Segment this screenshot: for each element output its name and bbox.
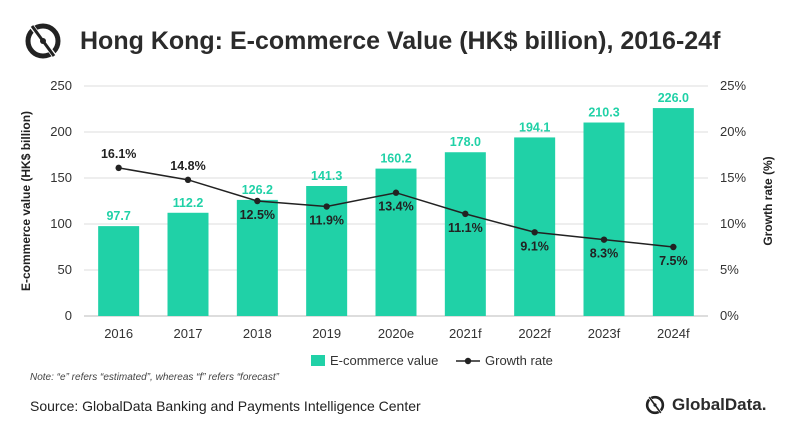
- bar: [514, 137, 556, 316]
- legend-swatch-point: [464, 357, 472, 365]
- bar-value-label: 126.2: [242, 183, 273, 197]
- x-tick-label: 2020e: [378, 326, 414, 341]
- bar-value-label: 141.3: [311, 169, 342, 183]
- y2-tick-label: 25%: [720, 78, 746, 93]
- growth-value-label: 8.3%: [590, 247, 619, 261]
- y2-tick-label: 10%: [720, 216, 746, 231]
- y2-tick-label: 5%: [720, 262, 739, 277]
- growth-point: [115, 164, 122, 172]
- x-tick-label: 2017: [174, 326, 203, 341]
- y-tick-label: 250: [50, 78, 72, 93]
- growth-point: [323, 203, 330, 210]
- chart: 0 50 100 150 200 250 0% 5% 10% 15% 20% 25% E-commerc…: [19, 78, 775, 368]
- y-tick-label: 50: [58, 262, 72, 277]
- x-tick-label: 2024f: [657, 326, 690, 341]
- x-tick-label: 2023f: [588, 326, 621, 341]
- growth-point: [392, 189, 400, 196]
- bar-value-label: 160.2: [380, 152, 411, 166]
- x-tick-label: 2018: [243, 326, 272, 341]
- chart-title: Hong Kong: E-commerce Value (HK$ billion…: [80, 27, 721, 55]
- growth-value-label: 11.1%: [448, 221, 483, 235]
- y2-tick-label: 0%: [720, 308, 739, 323]
- y-tick-label: 0: [65, 308, 72, 323]
- y2-tick-label: 20%: [720, 124, 746, 139]
- growth-point: [670, 243, 677, 251]
- bar-value-label: 178.0: [450, 135, 481, 149]
- bar: [444, 152, 486, 316]
- growth-value-label: 11.9%: [309, 214, 344, 228]
- globaldata-mark-icon: [645, 395, 665, 415]
- growth-value-label: 9.1%: [520, 239, 549, 253]
- bar: [583, 122, 625, 316]
- bar: [652, 108, 694, 316]
- y2-axis-title: Growth rate (%): [761, 156, 775, 245]
- y-axis-title: E-commerce value (HK$ billion): [19, 111, 33, 291]
- bar: [167, 212, 209, 316]
- growth-value-label: 12.5%: [240, 208, 275, 222]
- x-tick-label: 2021f: [449, 326, 482, 341]
- source-text: Source: GlobalData Banking and Payments …: [30, 398, 421, 414]
- growth-value-label: 14.8%: [170, 159, 205, 173]
- brand: GlobalData.: [644, 394, 766, 416]
- growth-value-label: 13.4%: [378, 200, 413, 214]
- y-tick-label: 150: [50, 170, 72, 185]
- growth-point: [184, 176, 192, 184]
- y-tick-label: 100: [50, 216, 72, 231]
- y-tick-label: 200: [50, 124, 72, 139]
- bar: [98, 226, 140, 316]
- growth-value-label: 16.1%: [101, 147, 136, 161]
- globaldata-logo-icon: [25, 22, 61, 60]
- footnote: Note: “e” refers “estimated”, whereas “f…: [30, 372, 279, 383]
- bar-value-label: 226.0: [658, 91, 689, 105]
- growth-point: [254, 197, 261, 205]
- x-tick-label: 2022f: [518, 326, 551, 341]
- growth-point: [531, 229, 538, 236]
- legend-label-line: Growth rate: [485, 353, 553, 368]
- brand-name: GlobalData.: [672, 395, 767, 414]
- bar: [236, 199, 278, 316]
- y2-tick-label: 15%: [720, 170, 746, 185]
- growth-point: [600, 236, 608, 243]
- growth-value-label: 7.5%: [659, 254, 688, 268]
- bar-value-label: 210.3: [588, 106, 619, 120]
- legend-label-bar: E-commerce value: [330, 353, 438, 368]
- bar-value-label: 112.2: [173, 196, 204, 210]
- x-tick-label: 2019: [312, 326, 341, 341]
- legend-swatch-bar: [311, 355, 325, 366]
- x-tick-label: 2016: [104, 326, 133, 341]
- bar-value-label: 194.1: [519, 120, 550, 134]
- bar-value-label: 97.7: [106, 209, 130, 223]
- growth-point: [462, 210, 469, 218]
